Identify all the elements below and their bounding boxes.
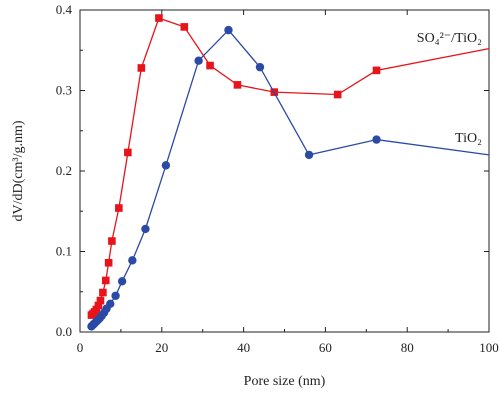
- data-point: [99, 288, 107, 297]
- series-label-so4-tio2: SO₄²⁻/TiO₂: [417, 31, 482, 46]
- data-point: [104, 258, 113, 267]
- series-layer: [87, 14, 490, 331]
- data-point: [106, 299, 115, 309]
- data-point: [111, 291, 120, 300]
- y-tick-label: 0.0: [56, 324, 72, 339]
- data-point: [161, 161, 171, 170]
- series-label-tio2: TiO₂: [455, 131, 482, 146]
- series-0: [87, 14, 490, 319]
- data-point: [94, 301, 103, 310]
- labels-layer: Pore size (nm) dV/dD(cm³/g.nm) SO₄²⁻/TiO…: [11, 31, 482, 389]
- x-tick-label: 40: [237, 340, 250, 355]
- y-axis-label: dV/dD(cm³/g.nm): [11, 120, 26, 221]
- plot-frame: [79, 9, 490, 333]
- axes: 0 20 40 60 80 100 0.0 0.1 0.2 0.3 0.4: [56, 2, 499, 355]
- x-axis-label: Pore size (nm): [244, 374, 326, 389]
- series-line: [91, 29, 490, 327]
- x-tick-label: 60: [319, 340, 332, 355]
- data-point: [128, 256, 137, 265]
- data-point: [115, 204, 123, 212]
- x-tick-label: 100: [479, 340, 499, 355]
- data-point: [224, 25, 233, 35]
- series-1: [87, 25, 490, 331]
- data-point: [372, 66, 381, 75]
- data-point: [333, 90, 342, 99]
- data-point: [96, 296, 105, 305]
- data-point: [117, 277, 127, 286]
- data-point: [108, 237, 116, 245]
- data-point: [92, 305, 101, 314]
- data-point: [124, 148, 132, 157]
- series-line: [91, 17, 490, 316]
- data-point: [255, 62, 265, 72]
- data-point: [372, 135, 381, 144]
- data-point: [194, 56, 203, 65]
- data-point: [180, 23, 189, 31]
- data-point: [141, 224, 150, 234]
- data-point: [206, 61, 214, 70]
- data-point: [155, 14, 163, 22]
- y-tick-label: 0.1: [56, 244, 72, 259]
- data-point: [233, 81, 242, 89]
- x-tick-label: 80: [401, 340, 414, 355]
- y-tick-label: 0.4: [56, 2, 73, 17]
- data-point: [101, 276, 110, 285]
- x-tick-label: 0: [77, 340, 84, 355]
- x-tick-label: 20: [155, 340, 168, 355]
- y-tick-label: 0.2: [56, 163, 72, 178]
- y-tick-label: 0.3: [56, 83, 72, 98]
- data-point: [137, 64, 146, 72]
- data-point: [304, 150, 314, 160]
